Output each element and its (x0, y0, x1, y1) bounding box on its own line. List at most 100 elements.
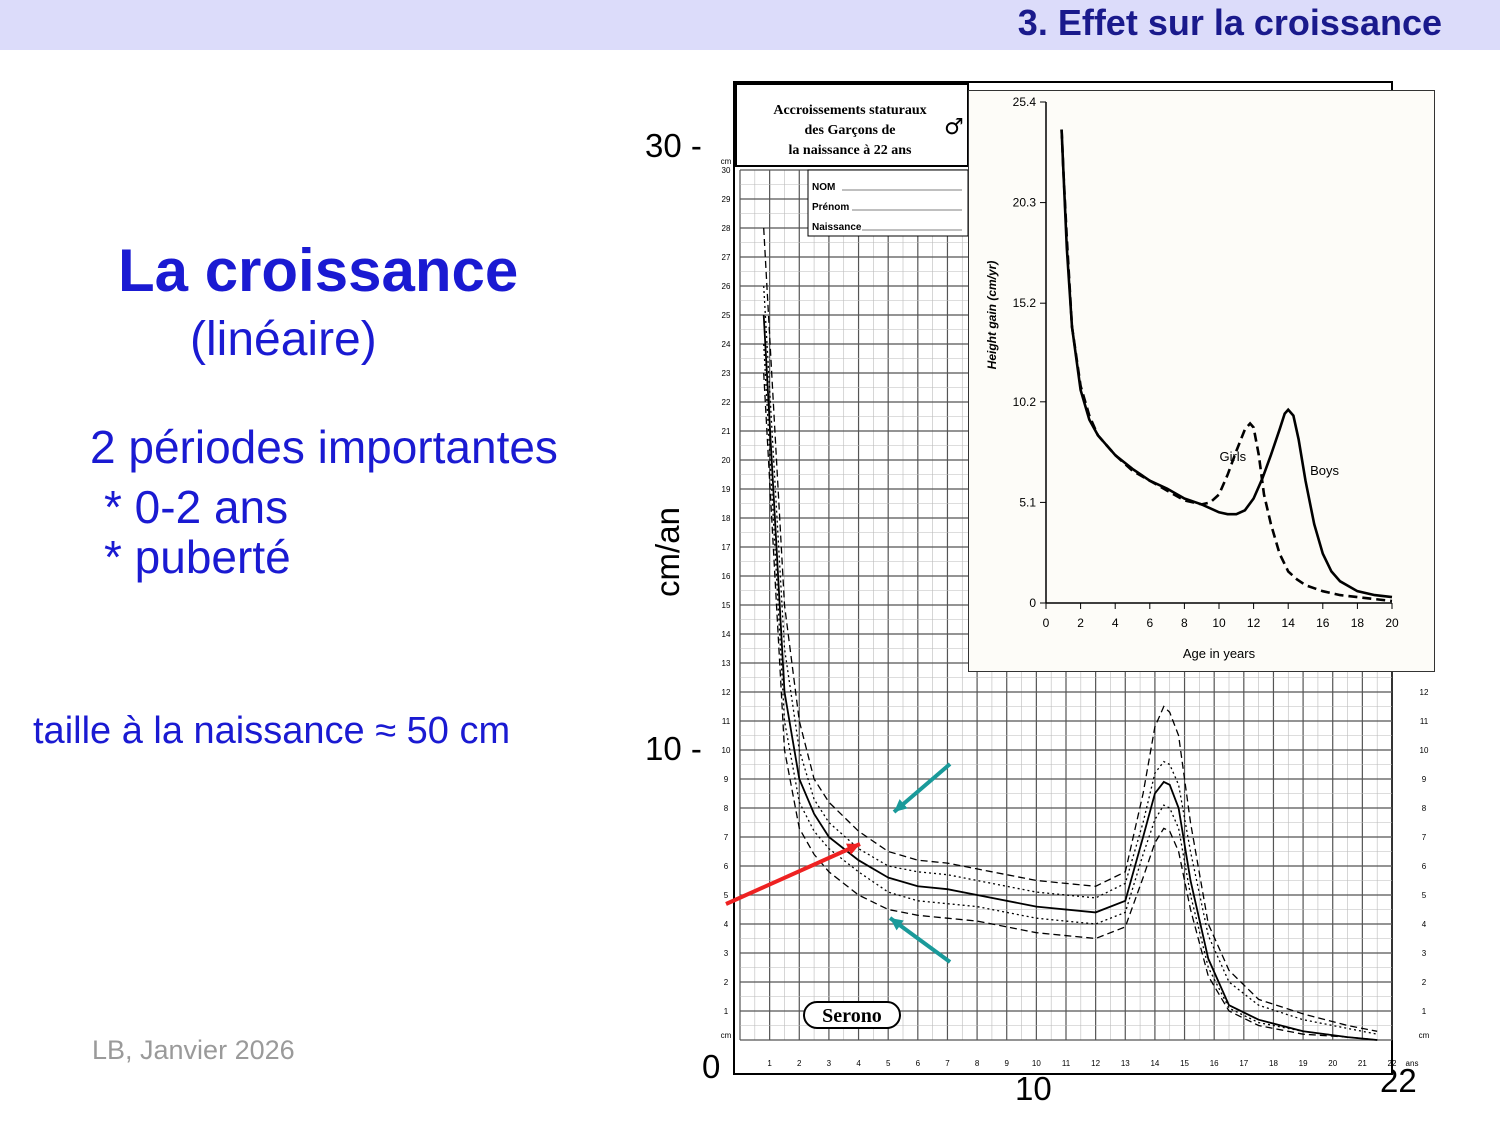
y-tick-label: 1 (724, 1007, 729, 1016)
x-tick-label: 2 (797, 1059, 802, 1068)
y-axis-label-30: 30 - (645, 127, 702, 164)
x-tick-label: 14 (1150, 1059, 1159, 1068)
bullet-item: * 0-2 ans (104, 481, 289, 533)
y-tick-label: 27 (722, 253, 731, 262)
y-tick-label: 22 (722, 398, 731, 407)
y-tick-label-right: 7 (1422, 833, 1427, 842)
x-tick-label: 18 (1269, 1059, 1278, 1068)
y-tick-label-right: 9 (1422, 775, 1427, 784)
y-tick-label: 8 (724, 804, 729, 813)
y-axis-label-0: 0 (702, 1048, 721, 1085)
teal-arrow-upper-head (894, 799, 908, 812)
footer-author-date: LB, Janvier 2026 (92, 1035, 295, 1065)
y-tick-label-right: 4 (1422, 920, 1427, 929)
inset-x-tick-label: 12 (1247, 616, 1261, 630)
header-bar (0, 0, 1500, 50)
inset-x-tick-label: 14 (1282, 616, 1296, 630)
x-tick-label: 12 (1091, 1059, 1100, 1068)
y-tick-label: 28 (722, 224, 731, 233)
x-tick-label: 6 (916, 1059, 921, 1068)
inset-series-label-boys: Boys (1310, 463, 1339, 478)
x-tick-label: 7 (945, 1059, 950, 1068)
slide-title: La croissance (118, 237, 519, 304)
chart-form-field-label: Prénom (812, 202, 849, 213)
y-tick-label-right: 1 (1422, 1007, 1427, 1016)
x-tick-label: 19 (1299, 1059, 1308, 1068)
y-tick-label: 11 (722, 717, 731, 726)
inset-x-tick-label: 6 (1146, 616, 1153, 630)
y-tick-label: 10 (722, 746, 731, 755)
x-tick-label: 8 (975, 1059, 980, 1068)
chart-title-box (735, 83, 969, 167)
x-tick-label: 15 (1180, 1059, 1189, 1068)
y-tick-label-right: 3 (1422, 949, 1427, 958)
bullet-item: * puberté (104, 531, 291, 583)
x-tick-label: 13 (1121, 1059, 1130, 1068)
x-axis-label-10: 10 (1015, 1070, 1052, 1107)
x-tick-label: 17 (1239, 1059, 1248, 1068)
periods-heading: 2 périodes importantes (90, 421, 558, 473)
growth-velocity-curve-dashed (763, 372, 1378, 1041)
growth-velocity-curve-dotted (763, 343, 1378, 1041)
inset-x-tick-label: 20 (1385, 616, 1399, 630)
inset-x-tick-label: 2 (1077, 616, 1084, 630)
chart-title-line: des Garçons de (805, 123, 896, 138)
y-tick-label: 12 (722, 688, 731, 697)
inset-x-tick-label: 4 (1112, 616, 1119, 630)
y-tick-label-right: 6 (1422, 862, 1427, 871)
chart-title-line: la naissance à 22 ans (789, 143, 912, 158)
chart-form-field-label: Naissance (812, 222, 862, 233)
inset-curve-boys (1060, 129, 1393, 599)
y-tick-label: 13 (722, 659, 731, 668)
inset-y-tick-label: 5.1 (1019, 495, 1036, 509)
inset-background (968, 90, 1435, 672)
male-symbol-icon: ♂ (944, 115, 964, 140)
y-tick-label: 30 (722, 166, 731, 175)
y-tick-label: 26 (722, 282, 731, 291)
birth-size-note: taille à la naissance ≈ 50 cm (33, 710, 511, 752)
inset-y-tick-label: 10.2 (1013, 395, 1037, 409)
inset-series-label-girls: Girls (1219, 449, 1246, 464)
y-tick-label: 21 (722, 427, 731, 436)
y-tick-label: 4 (724, 920, 729, 929)
y-tick-label: 19 (722, 485, 731, 494)
y-tick-label: 20 (722, 456, 731, 465)
growth-velocity-curve-solid (762, 314, 1378, 1041)
y-tick-label-right: 10 (1420, 746, 1429, 755)
x-tick-label: 1 (767, 1059, 772, 1068)
red-arrow (725, 842, 861, 906)
y-tick-label: 24 (722, 340, 731, 349)
header-title: 3. Effet sur la croissance (1017, 2, 1442, 43)
x-unit-label: ans (1406, 1059, 1419, 1068)
y-tick-label: 15 (722, 601, 731, 610)
y-tick-label: 18 (722, 514, 731, 523)
inset-curve-girls (1060, 129, 1393, 603)
inset-x-tick-label: 10 (1212, 616, 1226, 630)
y-tick-label: 14 (722, 630, 731, 639)
inset-y-tick-label: 15.2 (1013, 296, 1037, 310)
x-tick-label: 9 (1005, 1059, 1010, 1068)
inset-x-tick-label: 18 (1351, 616, 1365, 630)
y-tick-label-right: 12 (1420, 688, 1429, 697)
growth-velocity-curve-dotted (763, 285, 1378, 1035)
x-tick-label: 11 (1062, 1059, 1071, 1068)
inset-x-tick-label: 16 (1316, 616, 1330, 630)
y-tick-label-right: 2 (1422, 978, 1427, 987)
y-tick-label: 3 (724, 949, 729, 958)
y-axis-unit-label: cm/an (649, 507, 686, 597)
x-tick-label: 20 (1328, 1059, 1337, 1068)
x-tick-label: 22 (1388, 1059, 1397, 1068)
y-tick-label: 29 (722, 195, 731, 204)
y-tick-label: 23 (722, 369, 731, 378)
x-tick-label: 21 (1358, 1059, 1367, 1068)
y-tick-label: 7 (724, 833, 729, 842)
chart-title-line: Accroissements staturaux (773, 103, 926, 118)
y-unit-label-right: cm (1419, 1031, 1430, 1040)
serono-logo-text: Serono (822, 1005, 882, 1027)
y-tick-label: 5 (724, 891, 729, 900)
inset-y-tick-label: 20.3 (1013, 196, 1037, 210)
x-tick-label: 10 (1032, 1059, 1041, 1068)
slide-subtitle: (linéaire) (190, 313, 377, 366)
y-unit-label: cm (721, 1031, 732, 1040)
inset-y-axis-title: Height gain (cm/yr) (985, 261, 999, 370)
